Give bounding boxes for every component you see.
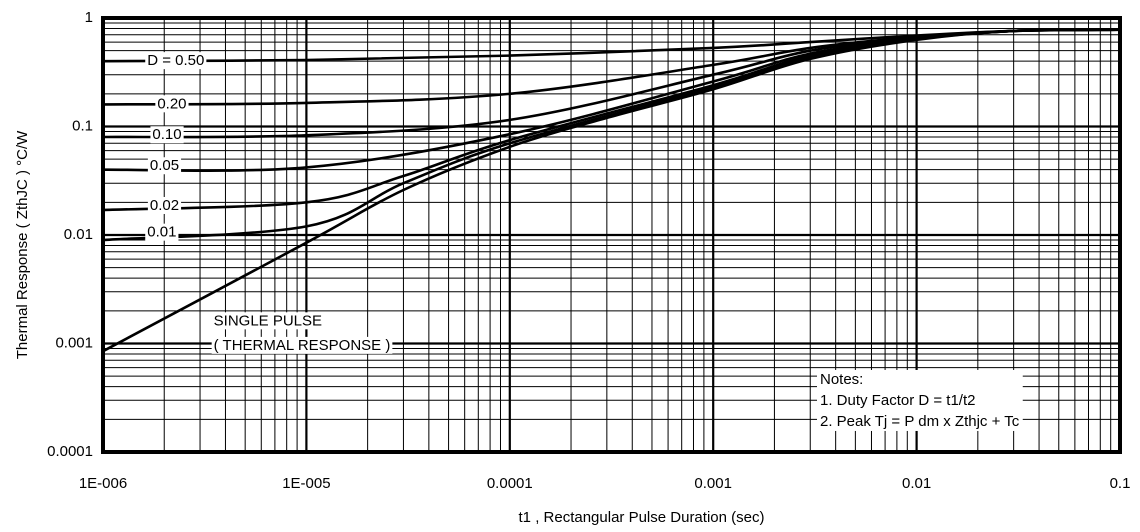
curve-label-7: ( THERMAL RESPONSE ) [211, 336, 393, 354]
curve-label-5: 0.01 [145, 223, 179, 241]
curve-label-text: D = 0.50 [147, 52, 204, 69]
notes-title: Notes: [820, 371, 863, 388]
x-tick-label: 1E-006 [79, 475, 127, 492]
series-line-6 [102, 28, 1121, 353]
curve-label-bg [145, 52, 207, 70]
notes-line: 2. Peak Tj = P dm x Zthjc + Tc [820, 413, 1020, 430]
curve-label-text: 0.01 [147, 224, 176, 241]
y-axis-title: Thermal Response ( ZthJC ) °C/W [14, 130, 31, 359]
axis-titles: t1 , Rectangular Pulse Duration (sec) The… [14, 130, 764, 526]
curve-label-bg [145, 223, 179, 241]
curve-label-bg [147, 196, 182, 214]
curve-label-text: ( THERMAL RESPONSE ) [214, 337, 391, 354]
tick-labels: 1E-006 1E-005 0.0001 0.001 0.01 0.1 1 0.1 0.01 0.… [47, 9, 1130, 492]
curve-label-text: 0.20 [157, 95, 186, 112]
y-tick-label: 0.0001 [47, 443, 93, 460]
curve-label-3: 0.05 [147, 157, 182, 175]
x-tick-label: 0.01 [902, 475, 931, 492]
curve-label-text: 0.10 [152, 126, 181, 143]
curve-label-0: D = 0.50 [145, 52, 207, 70]
x-tick-label: 0.0001 [487, 475, 533, 492]
y-tick-label: 1 [85, 9, 93, 26]
x-tick-label: 1E-005 [282, 475, 330, 492]
y-tick-label: 0.001 [55, 334, 93, 351]
notes-line: 1. Duty Factor D = t1/t2 [820, 392, 975, 409]
plot-frame [101, 16, 1122, 454]
notes-background [817, 369, 1023, 431]
series-group [102, 28, 1121, 353]
curve-label-bg [211, 336, 393, 354]
notes-box: Notes: 1. Duty Factor D = t1/t2 2. Peak Tj… [817, 369, 1023, 431]
y-tick-label: 0.1 [72, 117, 93, 134]
curve-label-4: 0.02 [147, 196, 182, 214]
curve-label-text: SINGLE PULSE [214, 312, 322, 329]
curve-label-text: 0.05 [150, 157, 179, 174]
curve-label-bg [147, 157, 182, 175]
curve-label-6: SINGLE PULSE [211, 312, 325, 330]
annotations-group: D = 0.50 0.20 0.10 0.05 0.02 0.01 SINGLE PULSE… [145, 52, 393, 354]
curve-label-1: 0.20 [155, 95, 189, 113]
x-tick-label: 0.1 [1110, 475, 1131, 492]
curve-label-2: 0.10 [150, 126, 184, 144]
curve-label-bg [155, 95, 189, 113]
y-tick-label: 0.01 [64, 226, 93, 243]
curve-label-bg [211, 312, 325, 330]
curve-label-text: 0.02 [150, 197, 179, 214]
x-axis-title: t1 , Rectangular Pulse Duration (sec) [519, 509, 765, 526]
curve-label-bg [150, 126, 184, 144]
x-tick-label: 0.001 [694, 475, 732, 492]
